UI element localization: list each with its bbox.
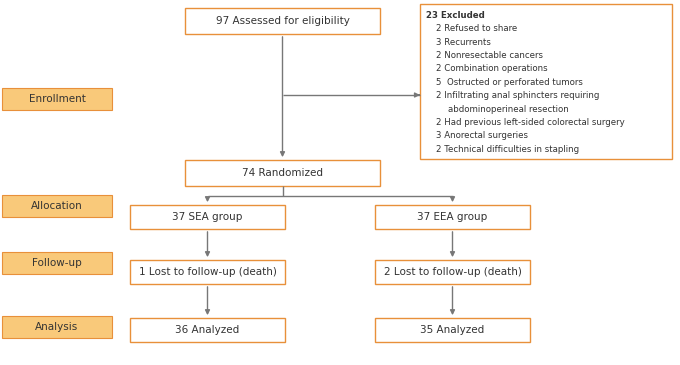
Text: 36 Analyzed: 36 Analyzed (175, 325, 239, 335)
Text: 23 Excluded: 23 Excluded (426, 11, 485, 20)
Bar (375, 260, 530, 284)
Text: 2 Refused to share: 2 Refused to share (436, 24, 517, 33)
Bar (185, 160, 380, 186)
Text: 3 Anorectal surgeries: 3 Anorectal surgeries (436, 131, 528, 140)
Bar (130, 318, 285, 342)
Bar (185, 8, 380, 34)
Text: 35 Analyzed: 35 Analyzed (420, 325, 485, 335)
Bar (375, 205, 530, 229)
Text: 5  Ostructed or perforated tumors: 5 Ostructed or perforated tumors (436, 78, 583, 87)
Bar (375, 318, 530, 342)
Bar (130, 205, 285, 229)
Text: 2 Combination operations: 2 Combination operations (436, 65, 547, 73)
Text: 37 SEA group: 37 SEA group (172, 212, 243, 222)
Text: Enrollment: Enrollment (29, 94, 86, 104)
Text: 2 Technical difficulties in stapling: 2 Technical difficulties in stapling (436, 145, 579, 154)
Text: abdominoperineal resection: abdominoperineal resection (448, 104, 568, 114)
Text: 74 Randomized: 74 Randomized (242, 168, 323, 178)
Text: Follow-up: Follow-up (32, 258, 82, 268)
Text: 37 EEA group: 37 EEA group (418, 212, 488, 222)
Bar (130, 260, 285, 284)
Bar (2, 195, 112, 217)
Text: Allocation: Allocation (31, 201, 83, 211)
Text: 1 Lost to follow-up (death): 1 Lost to follow-up (death) (139, 267, 277, 277)
Text: 97 Assessed for eligibility: 97 Assessed for eligibility (216, 16, 350, 26)
Text: 2 Infiltrating anal sphincters requiring: 2 Infiltrating anal sphincters requiring (436, 91, 599, 100)
Bar (420, 4, 672, 159)
Text: 2 Lost to follow-up (death): 2 Lost to follow-up (death) (384, 267, 522, 277)
Text: 2 Nonresectable cancers: 2 Nonresectable cancers (436, 51, 543, 60)
Bar (2, 316, 112, 338)
Bar (2, 88, 112, 110)
Text: 3 Recurrents: 3 Recurrents (436, 38, 491, 47)
Bar (2, 252, 112, 274)
Text: Analysis: Analysis (35, 322, 79, 332)
Text: 2 Had previous left-sided colorectal surgery: 2 Had previous left-sided colorectal sur… (436, 118, 625, 127)
